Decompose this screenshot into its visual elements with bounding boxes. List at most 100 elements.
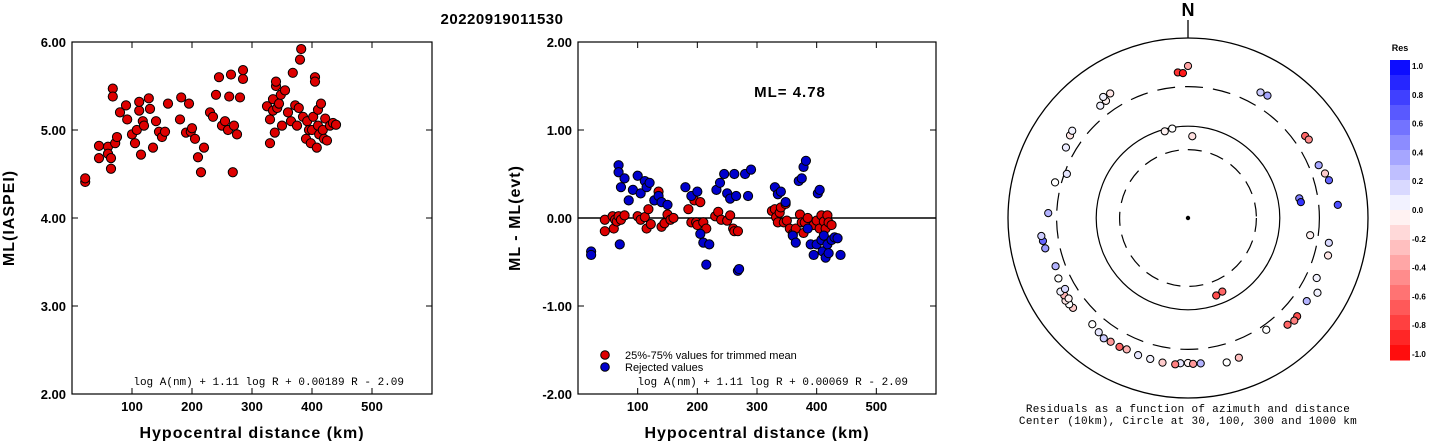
polar-caption-line1: Residuals as a function of azimuth and d… xyxy=(1026,404,1350,416)
data-point xyxy=(143,93,154,104)
polar-caption-line2: Center (10km), Circle at 30, 100, 300 an… xyxy=(1019,416,1357,428)
colorbar-tick-label: 0.6 xyxy=(1412,120,1424,129)
data-point xyxy=(147,142,159,153)
colorbar-tick-label: 0.2 xyxy=(1412,177,1424,186)
data-point xyxy=(150,116,162,127)
data-point xyxy=(93,153,105,164)
data-point xyxy=(192,152,204,163)
y-tick-label: -2.00 xyxy=(542,387,572,402)
station-residual-point xyxy=(1061,143,1071,152)
data-point xyxy=(264,114,276,125)
data-point xyxy=(742,190,754,202)
station-residual-point xyxy=(1324,176,1334,185)
y-tick-label: 0.00 xyxy=(547,211,572,226)
distance-circle-100km xyxy=(1095,125,1281,311)
data-point xyxy=(623,195,634,206)
data-point xyxy=(823,248,834,259)
x-tick-label: 100 xyxy=(121,399,143,414)
colorbar-segment xyxy=(1390,330,1410,346)
data-point xyxy=(790,237,801,248)
station-residual-point xyxy=(1212,291,1221,300)
station-residual-point xyxy=(1146,354,1155,364)
station-residual-point xyxy=(1262,325,1271,334)
data-point xyxy=(138,120,150,131)
data-point xyxy=(695,228,706,239)
colorbar-tick-label: -0.6 xyxy=(1412,292,1426,301)
colorbar-segment xyxy=(1390,240,1410,256)
colorbar-tick-label: -0.2 xyxy=(1412,235,1426,244)
data-point xyxy=(645,219,656,230)
station-residual-point xyxy=(1263,91,1272,100)
data-point xyxy=(330,119,342,130)
station-residual-point xyxy=(1094,328,1103,337)
station-residual-point xyxy=(1302,297,1311,306)
plot-frame xyxy=(71,41,433,395)
station-residual-point xyxy=(1160,127,1169,136)
data-point xyxy=(134,105,145,116)
station-residual-point xyxy=(1222,358,1231,367)
data-point xyxy=(176,92,187,103)
data-point xyxy=(775,186,786,197)
data-point xyxy=(714,177,726,188)
station-residual-point xyxy=(1333,200,1342,209)
colorbar-segment xyxy=(1390,150,1410,166)
data-point xyxy=(234,92,246,103)
north-label: N xyxy=(1182,0,1195,20)
x-tick-label: 500 xyxy=(361,399,383,414)
station-residual-point xyxy=(1096,101,1105,110)
data-point xyxy=(269,127,280,138)
station-residual-point xyxy=(1041,244,1050,253)
data-point xyxy=(129,138,141,149)
x-tick-label: 200 xyxy=(686,399,708,414)
station-residual-point xyxy=(1283,320,1292,329)
data-point xyxy=(725,210,736,221)
y-tick-label: 6.00 xyxy=(41,35,66,50)
data-point xyxy=(315,98,327,109)
station-residual-point xyxy=(1323,251,1333,260)
x-tick-label: 300 xyxy=(241,399,263,414)
colorbar-tick-label: 0.8 xyxy=(1412,91,1424,100)
formula-text: log A(nm) + 1.11 log R + 0.00189 R - 2.0… xyxy=(133,377,404,389)
data-point xyxy=(294,54,306,65)
data-point xyxy=(701,259,712,270)
data-point xyxy=(309,76,321,87)
data-point xyxy=(195,167,207,178)
colorbar-segment xyxy=(1390,255,1410,271)
station-residual-point xyxy=(1171,360,1180,369)
colorbar-segment xyxy=(1390,225,1410,241)
y-tick-label: 5.00 xyxy=(41,123,66,138)
station-residual-point xyxy=(1099,92,1108,102)
station-residual-point xyxy=(1051,262,1060,271)
station-residual-point xyxy=(1313,288,1322,297)
colorbar-title: Res xyxy=(1392,43,1409,53)
data-point xyxy=(643,204,654,215)
residual-vs-distance-plot: 100 200 300 400 500 -2.00 -1.00 0.00 1.00 2.00 Hyp… xyxy=(507,35,937,441)
data-point xyxy=(818,230,829,241)
colorbar-segment xyxy=(1390,300,1410,316)
data-point xyxy=(802,223,813,234)
station-residual-point xyxy=(1306,231,1315,240)
data-point xyxy=(291,120,303,131)
station-residual-point xyxy=(1320,169,1330,178)
station-residual-point xyxy=(1312,273,1321,283)
data-point xyxy=(264,138,276,149)
data-point xyxy=(120,100,132,111)
data-point xyxy=(719,168,730,180)
data-point xyxy=(704,239,715,250)
colorbar-segment xyxy=(1390,195,1410,211)
data-point xyxy=(159,126,171,137)
colorbar-tick-label: -0.4 xyxy=(1412,264,1426,273)
data-point xyxy=(586,249,597,261)
station-residual-point xyxy=(1188,132,1197,141)
y-axis-label: ML(IASPEI) xyxy=(1,170,18,266)
colorbar-segment xyxy=(1390,165,1410,181)
data-point xyxy=(683,204,694,215)
data-point xyxy=(183,98,195,109)
data-point xyxy=(308,111,319,122)
colorbar-segment xyxy=(1390,210,1410,226)
data-point xyxy=(198,142,210,153)
colorbar-segment xyxy=(1390,105,1410,121)
station-residual-point xyxy=(1064,294,1073,303)
legend-label: Rejected values xyxy=(625,362,704,374)
